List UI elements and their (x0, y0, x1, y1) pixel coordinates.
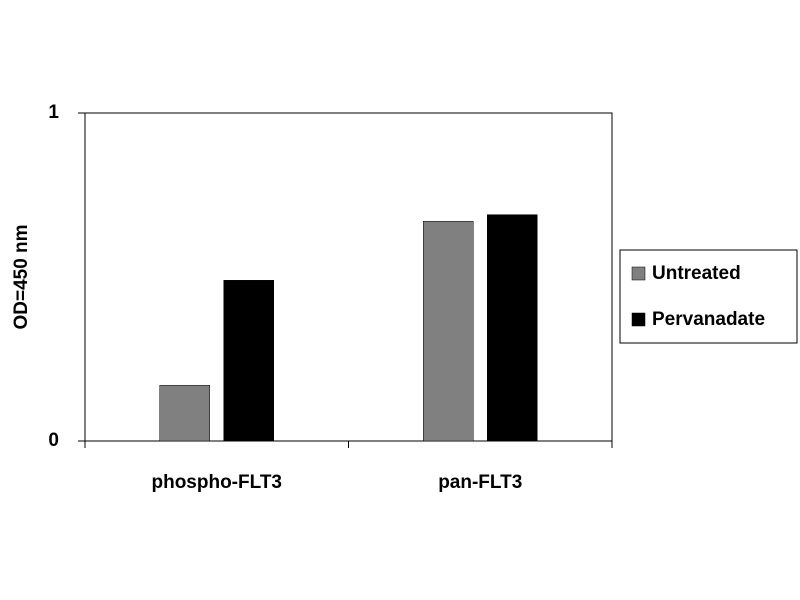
legend (619, 249, 798, 344)
y-axis-label: OD=450 nm (11, 224, 32, 329)
legend-swatch (631, 266, 646, 281)
bar (487, 214, 538, 442)
x-tick-label: phospho-FLT3 (151, 472, 282, 493)
bar (223, 280, 274, 442)
legend-swatch (631, 312, 646, 327)
y-tick-label: 1 (48, 102, 59, 123)
bar (423, 220, 474, 442)
legend-label: Pervanadate (652, 309, 765, 330)
bar (159, 384, 210, 442)
x-tick-label: pan-FLT3 (438, 472, 522, 493)
y-tick-label: 0 (48, 430, 59, 451)
legend-label: Untreated (652, 263, 741, 284)
